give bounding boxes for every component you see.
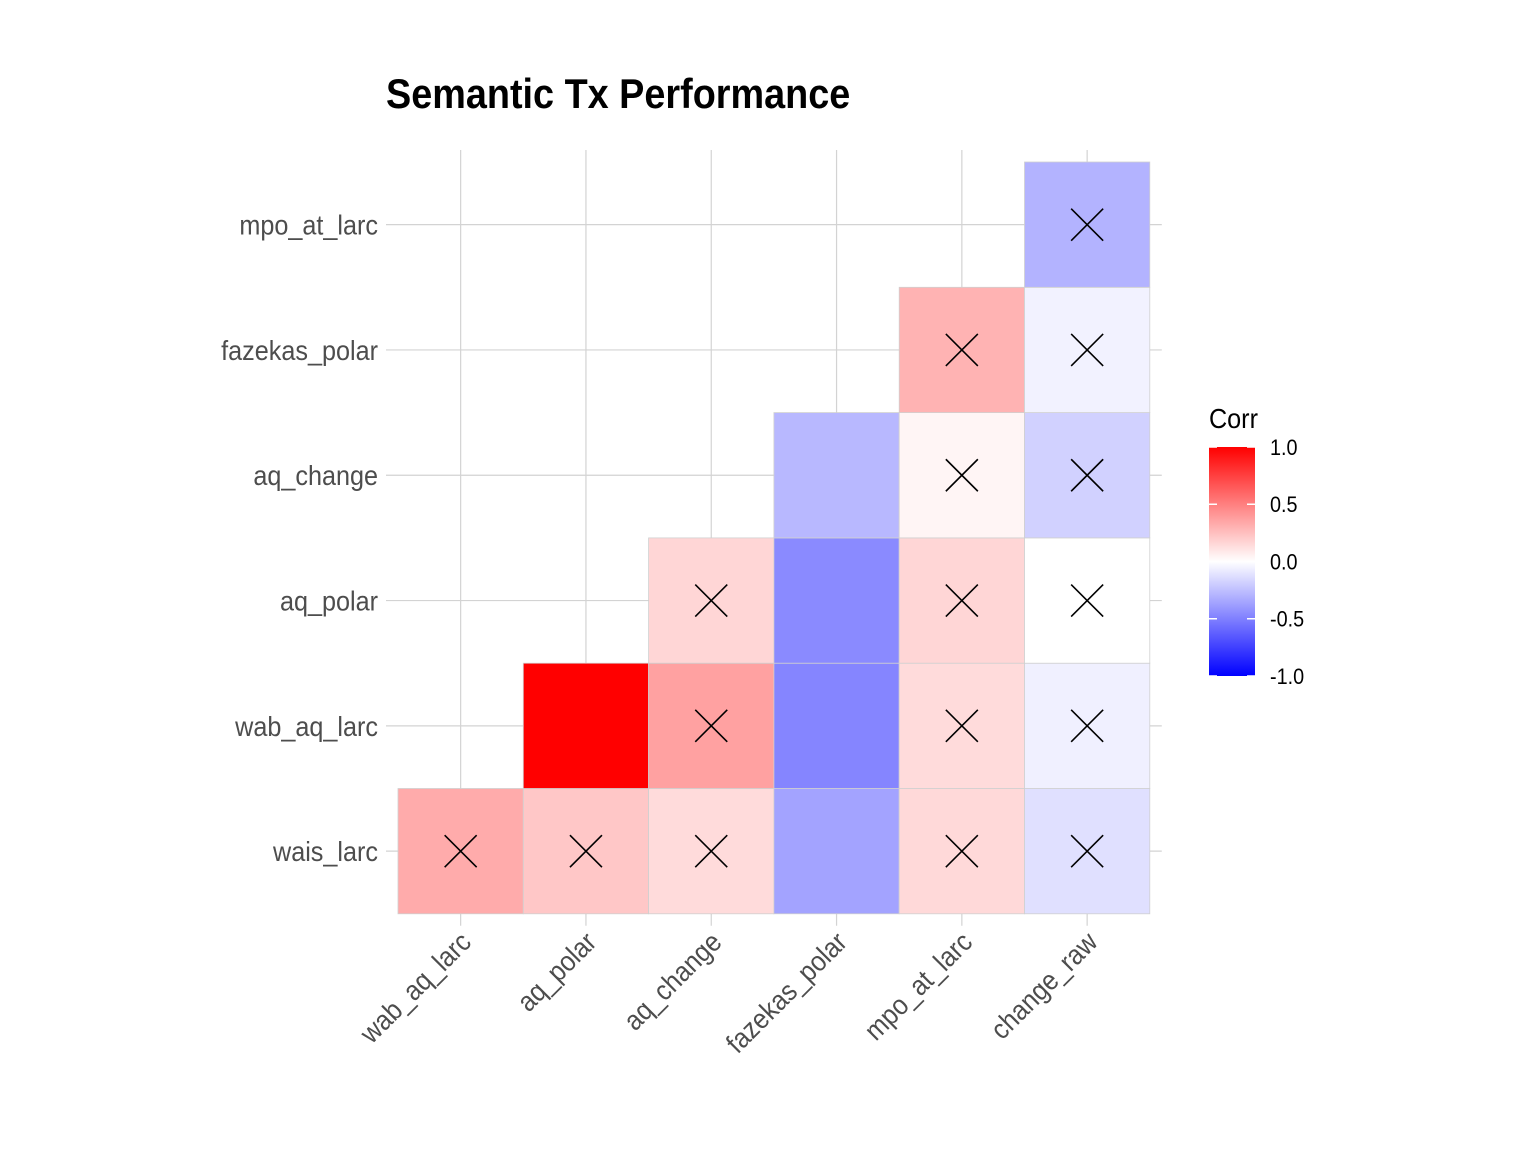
legend-tick-label: 0.5 <box>1270 493 1298 517</box>
legend-tick-label: -1.0 <box>1270 665 1304 689</box>
color-legend: Corr 1.0 0.5 0.0 -0.5 -1.0 <box>1209 403 1304 689</box>
cross-mark-stroke <box>1070 709 1104 743</box>
cross-mark-stroke <box>1070 458 1104 492</box>
cross-mark-stroke <box>945 583 979 618</box>
cross-mark-stroke <box>694 709 728 743</box>
legend-tick-label: -0.5 <box>1270 608 1304 632</box>
heatmap-cell <box>773 412 900 539</box>
insignificance-marks <box>444 208 1104 868</box>
legend-tick-label: 0.0 <box>1270 551 1298 575</box>
cross-mark-stroke <box>945 458 979 492</box>
y-tick-label: aq_polar <box>280 585 378 617</box>
cross-mark <box>1070 458 1104 492</box>
cross-mark <box>1070 834 1104 868</box>
cross-mark-stroke <box>945 333 979 367</box>
cross-mark-stroke <box>1070 583 1104 618</box>
cross-mark <box>945 583 979 618</box>
y-tick-label: aq_change <box>253 460 378 492</box>
cross-mark-stroke <box>945 709 979 743</box>
cross-mark <box>569 834 603 868</box>
x-tick-label: wab_aq_larc <box>353 926 477 1050</box>
cross-mark <box>694 583 728 618</box>
y-tick-label: mpo_at_larc <box>239 209 378 241</box>
cross-mark-stroke <box>1070 834 1104 868</box>
x-tick-label: mpo_at_larc <box>858 926 978 1046</box>
cross-mark-stroke <box>444 834 478 868</box>
chart-title: Semantic Tx Performance <box>386 70 851 117</box>
cross-mark <box>945 834 979 868</box>
heatmap-cells <box>397 161 1151 915</box>
cross-mark <box>945 333 979 367</box>
y-tick-label: wais_larc <box>272 836 378 868</box>
cross-mark <box>945 709 979 743</box>
x-tick-label: fazekas_polar <box>720 926 853 1059</box>
x-tick-label: aq_change <box>617 926 727 1036</box>
cross-mark <box>1070 583 1104 618</box>
heatmap-cell <box>773 788 900 915</box>
heatmap-cell <box>773 662 900 789</box>
cross-mark-stroke <box>945 834 979 868</box>
cross-mark-stroke <box>694 583 728 618</box>
cross-mark <box>694 709 728 743</box>
heatmap-cell <box>773 537 900 664</box>
y-tick-label: fazekas_polar <box>221 335 378 367</box>
cross-mark <box>1070 333 1104 367</box>
cross-mark <box>945 458 979 492</box>
legend-tick-label: 1.0 <box>1270 436 1298 460</box>
y-tick-label: wab_aq_larc <box>234 711 378 743</box>
cross-mark <box>694 834 728 868</box>
legend-title: Corr <box>1209 403 1258 435</box>
cross-mark <box>1070 709 1104 743</box>
x-tick-label: change_raw <box>984 925 1104 1045</box>
cross-mark-stroke <box>569 834 603 868</box>
cross-mark-stroke <box>694 834 728 868</box>
cross-mark <box>444 834 478 868</box>
cross-mark-stroke <box>1070 208 1104 242</box>
cross-mark <box>1070 208 1104 242</box>
cross-mark-stroke <box>1070 333 1104 367</box>
heatmap-cell <box>522 662 649 789</box>
x-tick-label: aq_polar <box>511 926 603 1018</box>
